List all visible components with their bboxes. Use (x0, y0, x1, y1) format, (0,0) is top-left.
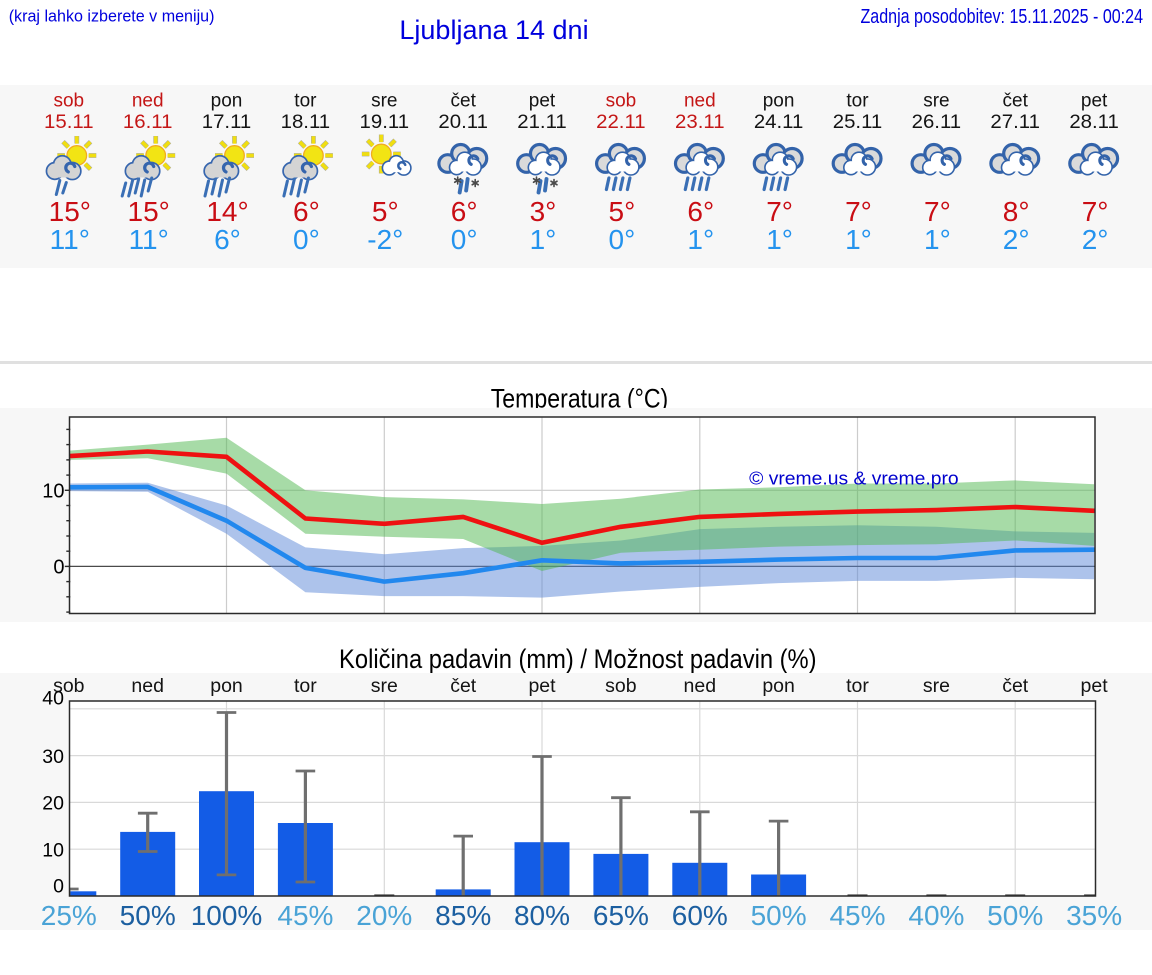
svg-text:sre: sre (371, 675, 398, 697)
svg-text:čet: čet (1003, 91, 1029, 112)
svg-text:ned: ned (684, 91, 716, 112)
svg-text:sob: sob (605, 675, 637, 697)
svg-text:50%: 50% (751, 900, 807, 931)
svg-text:65%: 65% (593, 900, 649, 931)
svg-text:20%: 20% (356, 900, 412, 931)
svg-text:40: 40 (42, 688, 64, 710)
svg-text:17.11: 17.11 (202, 111, 252, 133)
svg-text:pet: pet (1081, 91, 1108, 112)
svg-text:2°: 2° (1003, 224, 1030, 255)
svg-text:(kraj lahko izberete v meniju): (kraj lahko izberete v meniju) (9, 7, 215, 25)
svg-text:45%: 45% (829, 900, 885, 931)
svg-text:pet: pet (528, 675, 556, 697)
svg-text:26.11: 26.11 (912, 111, 962, 133)
svg-text:8°: 8° (1003, 196, 1030, 227)
svg-text:28.11: 28.11 (1069, 111, 1119, 133)
svg-text:0: 0 (53, 876, 64, 898)
svg-text:15°: 15° (128, 196, 170, 227)
svg-text:25%: 25% (41, 900, 97, 931)
svg-text:Ljubljana 14 dni: Ljubljana 14 dni (399, 15, 588, 45)
svg-text:pon: pon (763, 91, 795, 112)
svg-text:21.11: 21.11 (517, 111, 567, 133)
svg-text:1°: 1° (924, 224, 951, 255)
svg-text:tor: tor (846, 675, 869, 697)
svg-text:2°: 2° (1082, 224, 1109, 255)
svg-text:7°: 7° (924, 196, 951, 227)
svg-text:ned: ned (684, 675, 717, 697)
svg-text:23.11: 23.11 (675, 111, 725, 133)
svg-text:6°: 6° (687, 196, 714, 227)
svg-text:50%: 50% (120, 900, 176, 931)
svg-text:27.11: 27.11 (990, 111, 1040, 133)
svg-text:tor: tor (294, 675, 317, 697)
svg-text:6°: 6° (451, 196, 478, 227)
svg-text:pon: pon (210, 675, 243, 697)
svg-text:3°: 3° (530, 196, 557, 227)
svg-text:35%: 35% (1066, 900, 1122, 931)
svg-text:80%: 80% (514, 900, 570, 931)
svg-text:čet: čet (451, 91, 477, 112)
svg-text:19.11: 19.11 (360, 111, 410, 133)
svg-text:pon: pon (762, 675, 795, 697)
svg-text:24.11: 24.11 (754, 111, 804, 133)
svg-text:25.11: 25.11 (833, 111, 883, 133)
svg-text:Zadnja posodobitev: 15.11.2025: Zadnja posodobitev: 15.11.2025 - 00:24 (861, 5, 1144, 28)
svg-text:7°: 7° (1082, 196, 1109, 227)
svg-text:0°: 0° (609, 224, 636, 255)
svg-text:© vreme.us & vreme.pro: © vreme.us & vreme.pro (749, 467, 959, 488)
svg-text:pon: pon (211, 91, 243, 112)
svg-text:sob: sob (606, 91, 637, 112)
svg-text:18.11: 18.11 (281, 111, 331, 133)
svg-text:sob: sob (53, 675, 85, 697)
svg-text:ned: ned (131, 675, 164, 697)
svg-text:pet: pet (529, 91, 556, 112)
svg-text:15°: 15° (49, 196, 91, 227)
svg-text:čet: čet (450, 675, 477, 697)
svg-text:5°: 5° (372, 196, 399, 227)
svg-text:22.11: 22.11 (596, 111, 646, 133)
svg-text:11°: 11° (129, 224, 169, 255)
svg-text:0°: 0° (451, 224, 478, 255)
svg-text:5°: 5° (609, 196, 636, 227)
svg-text:0°: 0° (293, 224, 320, 255)
svg-text:pet: pet (1081, 675, 1109, 697)
svg-text:sob: sob (53, 91, 84, 112)
svg-text:1°: 1° (687, 224, 714, 255)
svg-text:15.11: 15.11 (44, 111, 94, 133)
svg-text:45%: 45% (277, 900, 333, 931)
svg-text:0: 0 (53, 557, 64, 579)
svg-text:100%: 100% (191, 900, 263, 931)
svg-text:20: 20 (42, 792, 64, 814)
svg-text:1°: 1° (530, 224, 557, 255)
svg-text:85%: 85% (435, 900, 491, 931)
svg-text:Količina padavin (mm) / Možnos: Količina padavin (mm) / Možnost padavin … (339, 644, 817, 674)
svg-text:tor: tor (846, 91, 869, 112)
svg-text:sre: sre (923, 675, 950, 697)
svg-text:6°: 6° (214, 224, 241, 255)
svg-text:7°: 7° (766, 196, 793, 227)
svg-text:30: 30 (42, 746, 64, 768)
svg-text:10: 10 (42, 840, 64, 862)
svg-text:-2°: -2° (367, 224, 403, 255)
svg-text:10: 10 (42, 481, 64, 503)
svg-text:sre: sre (923, 91, 949, 112)
svg-text:6°: 6° (293, 196, 320, 227)
svg-text:14°: 14° (206, 196, 248, 227)
svg-text:40%: 40% (908, 900, 964, 931)
svg-text:tor: tor (294, 91, 317, 112)
svg-text:16.11: 16.11 (123, 111, 173, 133)
svg-text:20.11: 20.11 (438, 111, 488, 133)
svg-text:50%: 50% (987, 900, 1043, 931)
svg-text:60%: 60% (672, 900, 728, 931)
svg-text:sre: sre (371, 91, 397, 112)
svg-text:ned: ned (132, 91, 164, 112)
svg-text:1°: 1° (766, 224, 793, 255)
svg-text:1°: 1° (845, 224, 872, 255)
svg-text:7°: 7° (845, 196, 872, 227)
svg-text:čet: čet (1002, 675, 1029, 697)
svg-text:11°: 11° (50, 224, 90, 255)
